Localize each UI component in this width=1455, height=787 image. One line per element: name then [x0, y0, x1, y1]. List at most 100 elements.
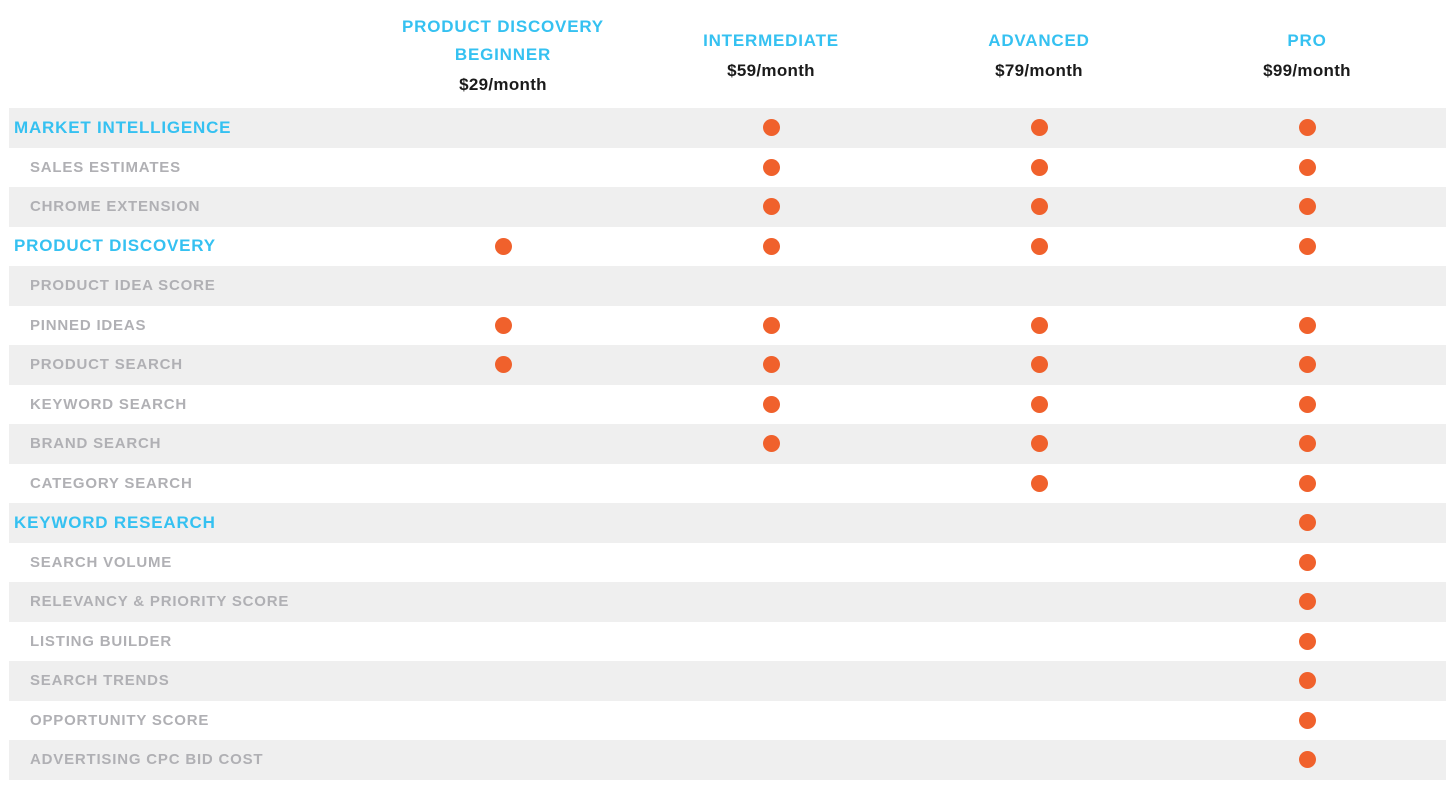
included-dot — [1030, 158, 1048, 176]
plan-cell-intermediate — [637, 395, 905, 413]
table-row: CATEGORY SEARCH — [9, 464, 1446, 504]
table-row: OPPORTUNITY SCORE — [9, 701, 1446, 741]
included-dot — [1298, 593, 1316, 611]
plan-price: $59/month — [727, 60, 815, 80]
plan-cell-beginner — [369, 356, 637, 374]
included-dot — [1298, 632, 1316, 650]
plan-cell-advanced — [905, 198, 1173, 216]
table-row: PINNED IDEAS — [9, 306, 1446, 346]
included-dot — [1298, 237, 1316, 255]
plan-name: ADVANCED — [988, 30, 1090, 50]
plan-cell-intermediate — [637, 198, 905, 216]
row-label: CHROME EXTENSION — [30, 198, 201, 216]
included-dot — [1298, 158, 1316, 176]
row-label: PRODUCT SEARCH — [30, 356, 183, 374]
row-label: PINNED IDEAS — [30, 316, 147, 334]
plan-price: $79/month — [995, 60, 1083, 80]
plan-cell-advanced — [905, 316, 1173, 334]
included-dot — [1298, 751, 1316, 769]
row-label: KEYWORD RESEARCH — [14, 512, 216, 532]
row-label: KEYWORD SEARCH — [30, 395, 188, 413]
included-dot — [1030, 237, 1048, 255]
row-label: SEARCH VOLUME — [30, 553, 173, 571]
plan-cell-pro — [1173, 435, 1441, 453]
plan-header-row: PRODUCT DISCOVERY BEGINNER $29/month INT… — [9, 0, 1446, 108]
plan-cell-intermediate — [637, 435, 905, 453]
plan-cell-advanced — [905, 435, 1173, 453]
included-dot — [494, 237, 512, 255]
table-row: CHROME EXTENSION — [9, 187, 1446, 227]
plan-cell-intermediate — [637, 158, 905, 176]
plan-cell-pro — [1173, 553, 1441, 571]
plan-header-beginner: PRODUCT DISCOVERY BEGINNER $29/month — [369, 0, 637, 108]
included-dot — [1298, 198, 1316, 216]
included-dot — [1298, 435, 1316, 453]
plan-cell-beginner — [369, 316, 637, 334]
included-dot — [762, 316, 780, 334]
plan-cell-pro — [1173, 474, 1441, 492]
plan-cell-advanced — [905, 119, 1173, 137]
plan-cell-beginner — [369, 237, 637, 255]
row-label: LISTING BUILDER — [30, 632, 172, 650]
plan-header-advanced: ADVANCED $79/month — [905, 0, 1173, 108]
plan-price: $29/month — [459, 74, 547, 94]
row-label: BRAND SEARCH — [30, 435, 162, 453]
plan-header-pro: PRO $99/month — [1173, 0, 1441, 108]
plan-cell-intermediate — [637, 356, 905, 374]
table-row: PRODUCT SEARCH — [9, 345, 1446, 385]
included-dot — [1298, 672, 1316, 690]
plan-cell-pro — [1173, 237, 1441, 255]
table-row: PRODUCT DISCOVERY — [9, 227, 1446, 267]
included-dot — [1298, 395, 1316, 413]
included-dot — [1298, 514, 1316, 532]
row-label: OPPORTUNITY SCORE — [30, 711, 210, 729]
included-dot — [494, 316, 512, 334]
included-dot — [1298, 553, 1316, 571]
table-row: ADVERTISING CPC BID COST — [9, 740, 1446, 780]
plan-cell-pro — [1173, 158, 1441, 176]
plan-cell-pro — [1173, 198, 1441, 216]
plan-cell-pro — [1173, 632, 1441, 650]
plan-cell-pro — [1173, 514, 1441, 532]
table-row: SEARCH TRENDS — [9, 661, 1446, 701]
included-dot — [1030, 435, 1048, 453]
included-dot — [1030, 119, 1048, 137]
plan-cell-advanced — [905, 356, 1173, 374]
included-dot — [1030, 474, 1048, 492]
pricing-comparison-table: PRODUCT DISCOVERY BEGINNER $29/month INT… — [9, 0, 1446, 780]
plan-name: PRODUCT DISCOVERY BEGINNER — [402, 16, 604, 64]
plan-cell-intermediate — [637, 237, 905, 255]
plan-cell-intermediate — [637, 119, 905, 137]
row-label: CATEGORY SEARCH — [30, 474, 193, 492]
included-dot — [1030, 356, 1048, 374]
plan-cell-advanced — [905, 474, 1173, 492]
table-row: KEYWORD SEARCH — [9, 385, 1446, 425]
plan-cell-advanced — [905, 395, 1173, 413]
row-label: RELEVANCY & PRIORITY SCORE — [30, 593, 290, 611]
included-dot — [762, 435, 780, 453]
included-dot — [1298, 711, 1316, 729]
included-dot — [1298, 119, 1316, 137]
table-row: RELEVANCY & PRIORITY SCORE — [9, 582, 1446, 622]
plan-cell-advanced — [905, 237, 1173, 255]
plan-cell-advanced — [905, 158, 1173, 176]
table-row: KEYWORD RESEARCH — [9, 503, 1446, 543]
table-row: BRAND SEARCH — [9, 424, 1446, 464]
included-dot — [1030, 198, 1048, 216]
table-row: MARKET INTELLIGENCE — [9, 108, 1446, 148]
plan-cell-pro — [1173, 672, 1441, 690]
row-label: PRODUCT IDEA SCORE — [30, 277, 216, 295]
included-dot — [1298, 356, 1316, 374]
plan-cell-pro — [1173, 316, 1441, 334]
row-label: SEARCH TRENDS — [30, 672, 170, 690]
included-dot — [1030, 316, 1048, 334]
included-dot — [762, 395, 780, 413]
row-label: MARKET INTELLIGENCE — [14, 117, 232, 137]
included-dot — [1298, 316, 1316, 334]
included-dot — [1298, 474, 1316, 492]
plan-price: $99/month — [1263, 60, 1351, 80]
plan-cell-pro — [1173, 711, 1441, 729]
plan-header-intermediate: INTERMEDIATE $59/month — [637, 0, 905, 108]
included-dot — [1030, 395, 1048, 413]
table-row: SEARCH VOLUME — [9, 543, 1446, 583]
